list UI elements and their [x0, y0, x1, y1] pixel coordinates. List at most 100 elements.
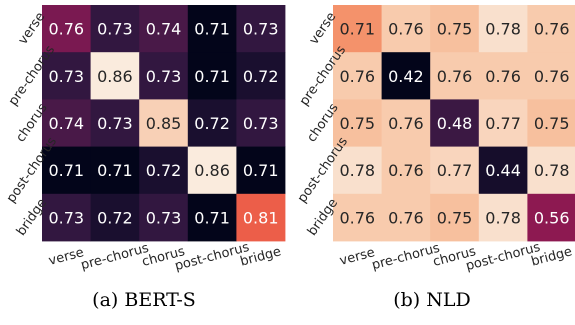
cell-value-label: 0.71	[243, 161, 279, 180]
cell-value-label: 0.75	[437, 208, 473, 227]
heatmap-panel-nld: 0.71 0.76 0.75 0.78 0.76 0.76 0.42 0.76 0.76 0.76…	[288, 0, 575, 325]
cell-value-label: 0.86	[97, 67, 133, 86]
cell-value-label: 0.76	[339, 67, 375, 86]
heatmap-cell	[139, 99, 189, 147]
cell-value-label: 0.71	[194, 67, 230, 86]
cell-value-label: 0.71	[194, 208, 230, 227]
cell-value-label: 0.73	[243, 20, 279, 39]
heatmap-nld: 0.71 0.76 0.75 0.78 0.76 0.76 0.42 0.76 0.76 0.76…	[295, 5, 575, 274]
cell-value-label: 0.74	[48, 114, 84, 133]
heatmap-panel-bert-s: 0.76 0.73 0.74 0.71 0.73 0.73 0.86 0.73 0.71 0.72…	[4, 5, 286, 311]
heatmap-cell	[381, 52, 431, 100]
cell-value-label: 0.78	[485, 20, 521, 39]
cell-value-label: 0.76	[48, 20, 84, 39]
cell-value-label: 0.76	[437, 67, 473, 86]
heatmap-bert-s: 0.76 0.73 0.74 0.71 0.73 0.73 0.86 0.73 0.71 0.72…	[4, 5, 286, 274]
heatmap-cell	[139, 5, 189, 53]
heatmap-cell	[236, 146, 286, 195]
cell-value-label: 0.71	[194, 20, 230, 39]
cell-value-label: 0.78	[339, 161, 375, 180]
heatmap-cell	[90, 146, 140, 195]
heatmap-cell	[527, 52, 575, 100]
cell-value-label: 0.76	[339, 208, 375, 227]
caption-nld: (b) NLD	[393, 289, 471, 311]
cell-value-label: 0.77	[485, 114, 521, 133]
cell-value-label: 0.71	[48, 161, 84, 180]
heatmap-cell	[90, 193, 140, 242]
cell-value-label: 0.75	[437, 20, 473, 39]
heatmap-cell	[236, 99, 286, 147]
cell-value-label: 0.77	[437, 161, 473, 180]
heatmap-cell	[478, 5, 528, 53]
heatmap-cell	[42, 52, 91, 100]
cell-value-label: 0.76	[388, 114, 424, 133]
cell-value-label: 0.75	[339, 114, 375, 133]
heatmap-cell	[139, 52, 189, 100]
heatmap-cell	[430, 193, 480, 242]
cell-value-label: 0.76	[534, 20, 570, 39]
heatmap-cell	[187, 193, 237, 242]
cell-value-label: 0.74	[146, 20, 182, 39]
cell-value-label: 0.72	[97, 208, 133, 227]
heatmap-cell	[478, 193, 528, 242]
cell-value-label: 0.75	[534, 114, 570, 133]
cell-value-label: 0.76	[388, 20, 424, 39]
cell-value-label: 0.86	[194, 161, 230, 180]
cell-value-label: 0.81	[243, 208, 279, 227]
heatmap-cell	[381, 99, 431, 147]
cell-value-label: 0.71	[97, 161, 133, 180]
heatmap-cell	[236, 5, 286, 53]
cell-value-label: 0.73	[146, 208, 182, 227]
cell-value-label: 0.73	[97, 114, 133, 133]
cell-value-label: 0.56	[534, 208, 570, 227]
cell-value-label: 0.72	[146, 161, 182, 180]
cell-value-label: 0.73	[243, 114, 279, 133]
cell-value-label: 0.71	[339, 20, 375, 39]
cell-value-label: 0.73	[48, 67, 84, 86]
heatmap-cell	[42, 146, 91, 195]
heatmap-cell	[90, 99, 140, 147]
heatmap-cell	[381, 146, 431, 195]
heatmap-cell	[236, 52, 286, 100]
heatmap-cell	[236, 193, 286, 242]
heatmap-cell	[333, 5, 382, 53]
cell-value-label: 0.42	[388, 67, 424, 86]
heatmap-cell	[139, 193, 189, 242]
heatmap-cell	[187, 5, 237, 53]
cell-value-label: 0.48	[437, 114, 473, 133]
heatmap-cell	[187, 52, 237, 100]
heatmap-cell	[139, 146, 189, 195]
cell-value-label: 0.72	[194, 114, 230, 133]
heatmap-cell	[478, 146, 528, 195]
cell-value-label: 0.85	[146, 114, 182, 133]
heatmap-cell	[430, 146, 480, 195]
cell-value-label: 0.76	[485, 67, 521, 86]
heatmap-cell	[381, 5, 431, 53]
cell-value-label: 0.76	[534, 67, 570, 86]
heatmap-cell	[333, 52, 382, 100]
heatmap-cell	[42, 99, 91, 147]
heatmap-cell	[430, 5, 480, 53]
heatmap-cell	[187, 146, 237, 195]
heatmap-cell	[333, 146, 382, 195]
heatmap-cell	[42, 5, 91, 53]
heatmap-cell	[90, 52, 140, 100]
cell-value-label: 0.76	[388, 208, 424, 227]
heatmap-cell	[430, 99, 480, 147]
heatmap-cell	[430, 52, 480, 100]
heatmap-cell	[333, 99, 382, 147]
cell-value-label: 0.72	[243, 67, 279, 86]
cell-value-label: 0.78	[534, 161, 570, 180]
heatmap-cell	[527, 5, 575, 53]
heatmap-cell	[187, 99, 237, 147]
heatmap-cell	[527, 99, 575, 147]
heatmap-cell	[527, 193, 575, 242]
heatmap-cell	[381, 193, 431, 242]
cell-value-label: 0.78	[485, 208, 521, 227]
cell-value-label: 0.44	[485, 161, 521, 180]
heatmap-cell	[90, 5, 140, 53]
cell-value-label: 0.73	[146, 67, 182, 86]
cell-value-label: 0.76	[388, 161, 424, 180]
cell-value-label: 0.73	[97, 20, 133, 39]
